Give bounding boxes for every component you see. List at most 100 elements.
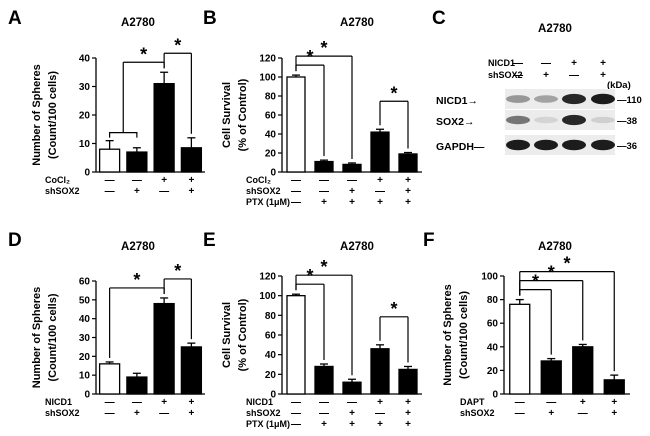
y-tick-label: 40 — [487, 342, 499, 353]
condition-sign: — — [105, 175, 115, 186]
condition-sign: + — [600, 58, 606, 69]
condition-label: shSOX2 — [246, 408, 281, 418]
chart-title: A2780 — [340, 17, 374, 29]
blot-band — [562, 114, 586, 126]
condition-sign: + — [405, 186, 411, 197]
condition-sign: + — [611, 408, 617, 419]
bar — [370, 131, 390, 173]
condition-sign: — — [291, 408, 301, 419]
bar — [153, 302, 175, 395]
group-bracket — [109, 132, 138, 138]
bar — [603, 379, 625, 395]
condition-label: shSOX2 — [45, 408, 80, 418]
y-tick-label: 40 — [265, 130, 277, 141]
y-tick-label: 10 — [79, 371, 91, 382]
kda-unit: (kDa) — [607, 80, 631, 91]
bar — [98, 148, 121, 173]
chart-panel-d: D A2780 0 10 20 30 40 50 60 Number of Spheres (Cou… — [8, 230, 205, 419]
blot-band — [506, 115, 530, 125]
band-label: GAPDH— — [436, 141, 485, 153]
bar — [509, 303, 531, 395]
blot-band — [591, 116, 615, 124]
condition-sign: — — [159, 186, 169, 197]
panel-letter: A — [8, 8, 22, 29]
y-tick-label: 80 — [487, 295, 499, 306]
condition-sign: — — [319, 397, 329, 408]
condition-label: PTX (1μM) — [246, 419, 290, 429]
y-axis-label: (% of Control) — [237, 298, 249, 371]
y-tick-label: 100 — [259, 73, 276, 84]
significance-star: * — [306, 266, 313, 286]
blot-strip — [505, 135, 615, 155]
chart-panel-e: E A2780 0 20 40 60 80 100 120 Cell Survival (% of … — [203, 230, 422, 430]
condition-label: CoCl₂ — [246, 175, 271, 185]
y-tick-label: 80 — [265, 311, 277, 322]
condition-sign: — — [105, 397, 115, 408]
condition-sign: — — [347, 175, 357, 186]
y-tick-label: 30 — [79, 333, 91, 344]
chart-title: A2780 — [340, 241, 374, 253]
y-tick-label: 0 — [270, 168, 276, 179]
condition-sign: — — [105, 186, 115, 197]
condition-sign: — — [515, 397, 525, 408]
blot-band — [591, 139, 615, 151]
bar — [572, 346, 594, 395]
condition-sign: + — [349, 419, 355, 430]
condition-sign: + — [188, 408, 194, 419]
chart-title: A2780 — [121, 241, 155, 253]
y-axis-label: (Count/100 cells) — [47, 71, 59, 159]
condition-sign: — — [546, 397, 556, 408]
y-axis-label: Cell Survival — [221, 82, 233, 148]
condition-sign: + — [571, 58, 577, 69]
bar — [98, 363, 121, 395]
chart-title: A2780 — [538, 241, 572, 253]
y-tick-label: 100 — [259, 291, 276, 302]
blot-band — [506, 95, 530, 103]
significance-star: * — [174, 35, 181, 55]
condition-label: CoCl₂ — [45, 175, 70, 185]
significance-star: * — [306, 47, 313, 67]
bar — [342, 381, 362, 395]
condition-sign: + — [405, 197, 411, 208]
blot-title: A2780 — [538, 23, 572, 35]
condition-sign: — — [541, 58, 551, 69]
significance-star: * — [563, 254, 570, 274]
condition-sign: + — [134, 186, 140, 197]
y-tick-label: 20 — [79, 111, 91, 122]
condition-sign: + — [377, 197, 383, 208]
condition-sign: — — [319, 175, 329, 186]
significance-star: * — [140, 44, 147, 64]
condition-sign: + — [349, 186, 355, 197]
condition-sign: + — [321, 197, 327, 208]
y-tick-label: 60 — [265, 331, 277, 342]
significance-star: * — [532, 272, 539, 292]
bar — [342, 163, 362, 173]
y-tick-label: 60 — [265, 111, 277, 122]
bar — [398, 368, 418, 395]
molecular-weight-label: —110 — [617, 95, 642, 106]
y-axis-label: Number of Spheres — [31, 64, 43, 165]
condition-sign: + — [377, 397, 383, 408]
condition-sign: — — [291, 175, 301, 186]
condition-label: shSOX2 — [45, 186, 80, 196]
condition-label: DAPT — [460, 397, 485, 407]
y-tick-label: 80 — [265, 92, 277, 103]
y-axis-label: (% of Control) — [237, 78, 249, 151]
condition-sign: — — [291, 397, 301, 408]
molecular-weight-label: —38 — [617, 116, 637, 127]
y-tick-label: 40 — [79, 54, 91, 65]
panel-letter: F — [423, 230, 435, 251]
condition-label: shSOX2 — [488, 70, 523, 80]
condition-sign: + — [600, 70, 606, 81]
condition-sign: + — [405, 397, 411, 408]
condition-sign: — — [291, 186, 301, 197]
condition-sign: + — [405, 408, 411, 419]
condition-sign: + — [377, 419, 383, 430]
condition-sign: + — [161, 397, 167, 408]
condition-sign: — — [132, 397, 142, 408]
condition-sign: — — [105, 408, 115, 419]
significance-star: * — [174, 261, 181, 281]
bar — [286, 76, 306, 173]
blot-band — [562, 93, 586, 105]
chart-panel-a: A A2780 0 10 20 30 40 Number of Spheres (Count/1… — [8, 8, 205, 197]
